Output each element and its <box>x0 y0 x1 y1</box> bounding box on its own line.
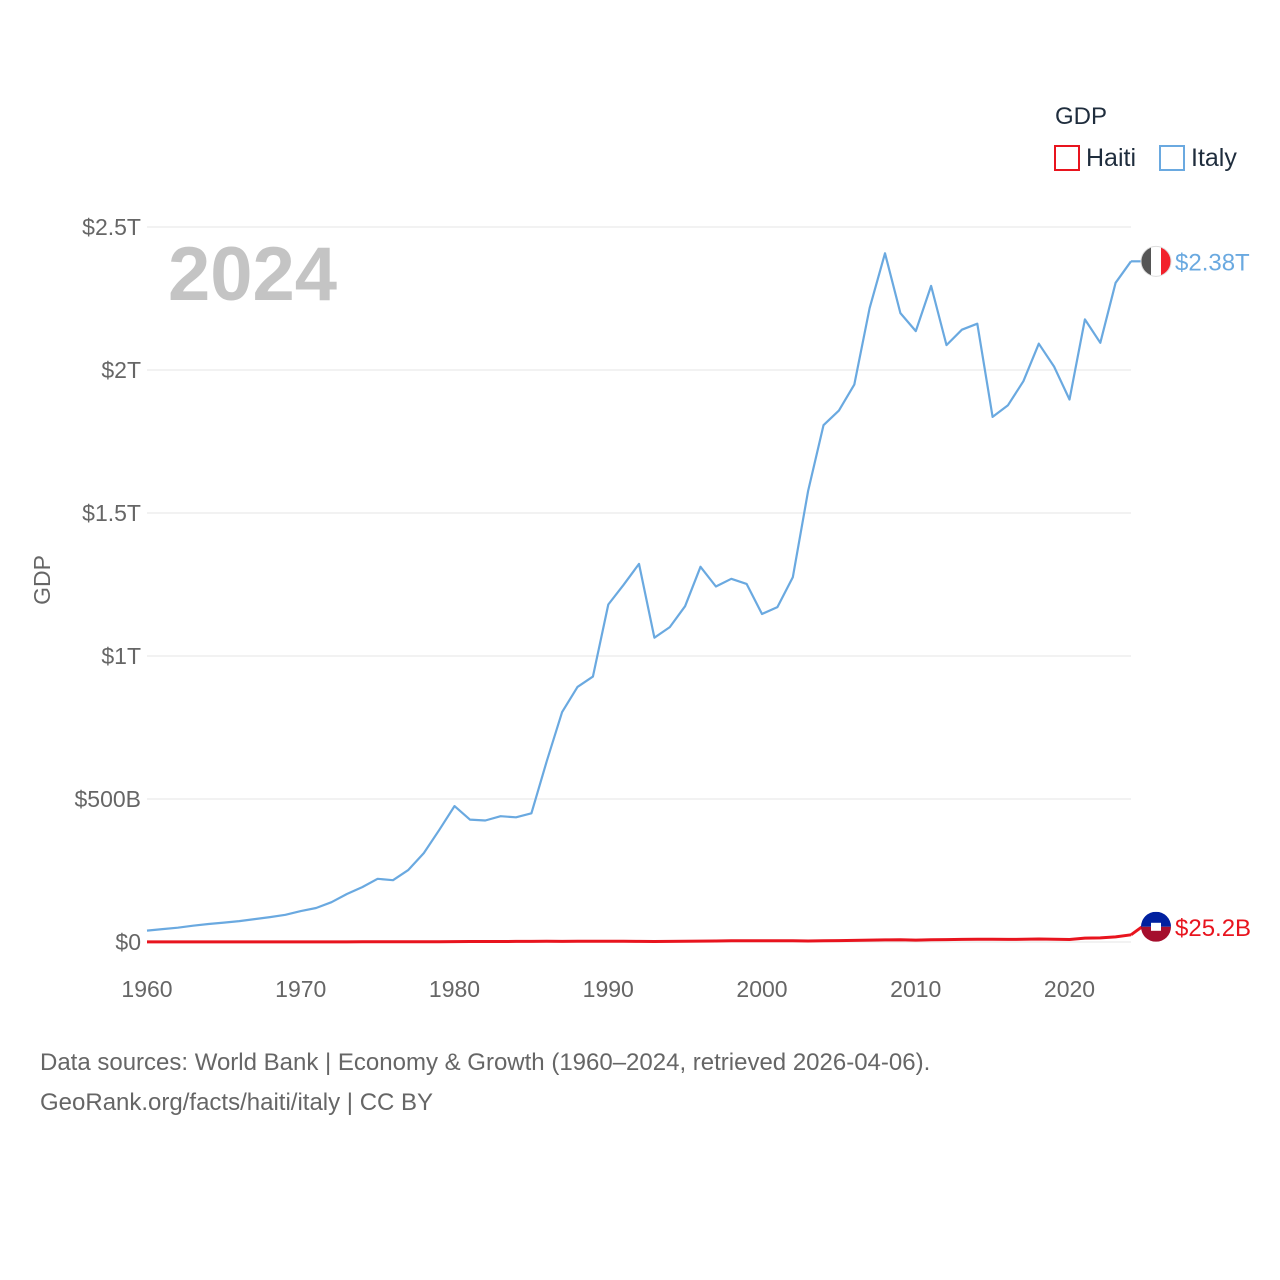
x-tick-label-3: 1990 <box>583 976 634 1002</box>
y-tick-label-0: $0 <box>115 929 141 955</box>
end-connector-haiti <box>1130 925 1143 937</box>
end-markers: $25.2B $2.38T <box>1130 245 1251 942</box>
haiti-flag-emblem <box>1151 922 1161 931</box>
series-line-haiti <box>147 933 1132 944</box>
legend-swatch-haiti <box>1054 145 1080 171</box>
italy-flag-border <box>1140 245 1172 277</box>
legend-swatch-italy <box>1159 145 1185 171</box>
x-tick-label-1: 1970 <box>275 976 326 1002</box>
legend: GDP Haiti Italy <box>1054 103 1237 172</box>
haiti-flag-top <box>1141 911 1171 927</box>
legend-label-italy: Italy <box>1191 144 1237 172</box>
series-line-italy <box>146 252 1132 932</box>
end-label-italy: $2.38T <box>1175 249 1250 276</box>
y-tick-label-3: $1.5T <box>82 500 141 526</box>
y-tick-label-5: $2.5T <box>82 214 141 240</box>
y-tick-label-2: $1T <box>101 643 141 669</box>
y-axis-title: GDP <box>29 555 55 605</box>
legend-item-haiti[interactable]: Haiti <box>1054 144 1136 172</box>
end-label-haiti: $25.2B <box>1175 915 1251 942</box>
grid-lines <box>147 226 1131 943</box>
legend-title: GDP <box>1055 103 1107 130</box>
legend-item-italy[interactable]: Italy <box>1159 144 1237 172</box>
footer-attribution: GeoRank.org/facts/haiti/italy | CC BY <box>40 1089 434 1116</box>
italy-flag-stripe-left <box>1141 246 1151 277</box>
x-tick-label-0: 1960 <box>121 976 172 1002</box>
x-tick-label-6: 2020 <box>1044 976 1095 1002</box>
italy-flag-stripe-right <box>1161 246 1171 277</box>
italy-flag-icon <box>1141 246 1171 277</box>
x-tick-label-2: 1980 <box>429 976 480 1002</box>
y-tick-label-4: $2T <box>101 357 141 383</box>
haiti-flag-icon <box>1141 911 1171 942</box>
y-axis-ticks: $0 $500B $1T $1.5T $2T $2.5T <box>74 214 141 955</box>
legend-label-haiti: Haiti <box>1086 144 1136 172</box>
footer: Data sources: World Bank | Economy & Gro… <box>40 1043 930 1123</box>
x-axis-ticks: 1960 1970 1980 1990 2000 2010 2020 <box>121 976 1095 1002</box>
x-tick-label-4: 2000 <box>736 976 787 1002</box>
haiti-flag-bottom <box>1141 926 1171 942</box>
series-lines <box>146 252 1132 944</box>
end-marker-italy: $2.38T <box>1131 245 1250 277</box>
end-marker-haiti: $25.2B <box>1130 911 1251 942</box>
year-label: 2024 <box>168 232 337 317</box>
italy-flag-stripe-middle <box>1151 246 1161 277</box>
x-tick-label-5: 2010 <box>890 976 941 1002</box>
footer-sources: Data sources: World Bank | Economy & Gro… <box>40 1049 931 1076</box>
y-tick-label-1: $500B <box>74 786 141 812</box>
